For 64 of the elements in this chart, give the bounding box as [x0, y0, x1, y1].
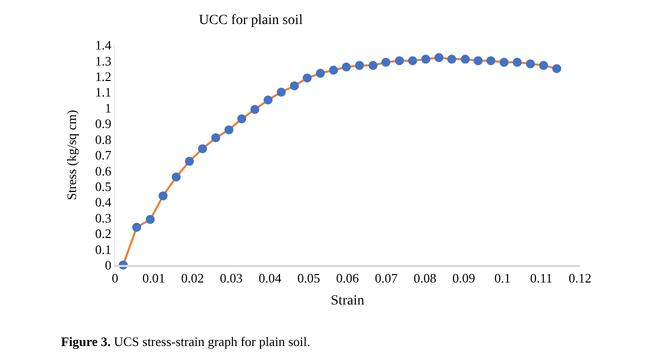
point — [460, 54, 470, 64]
point — [329, 66, 338, 75]
point — [500, 58, 509, 67]
caption: Figure 3. UCS stress-strain graph for plain soil. — [61, 334, 310, 349]
point — [276, 88, 286, 97]
x-tick-label: 0.01 — [142, 270, 166, 286]
y-axis-title: Stress (kg/sq cm) — [64, 110, 80, 200]
point — [237, 114, 246, 124]
y-tick-label: 0.2 — [95, 226, 112, 242]
point — [381, 58, 390, 67]
x-tick-label: 0.04 — [258, 270, 282, 286]
point — [421, 54, 430, 64]
y-tick-label: 1 — [104, 100, 112, 116]
point — [486, 56, 496, 66]
point — [552, 64, 562, 74]
point — [408, 56, 418, 66]
y-tick-label: 1.2 — [95, 68, 112, 84]
point — [158, 191, 168, 200]
point — [250, 104, 260, 114]
point — [368, 60, 378, 70]
point — [447, 54, 456, 64]
y-tick-label: 0.9 — [95, 116, 112, 132]
y-tick-label: 1.1 — [95, 84, 112, 100]
point — [526, 59, 535, 68]
y-tick-label: 0.8 — [95, 132, 112, 147]
x-tick-label: 0.05 — [297, 270, 320, 286]
x-tick-label: 0.12 — [568, 270, 592, 286]
point — [355, 60, 364, 70]
chart-title: UCC for plain soil — [198, 13, 303, 28]
point — [198, 144, 208, 154]
x-tick-label: 0.06 — [336, 270, 360, 286]
point — [316, 68, 325, 78]
x-tick-label: 0.07 — [374, 270, 398, 286]
y-tick-label: 0.4 — [95, 194, 112, 210]
point — [264, 96, 273, 104]
x-tick-label: 0.08 — [414, 270, 436, 286]
y-tick-label: 0.1 — [95, 242, 112, 257]
x-tick-label: 0.03 — [220, 270, 243, 286]
point — [184, 156, 194, 166]
point — [394, 56, 404, 66]
point — [342, 62, 351, 72]
y-tick-label: 1.4 — [95, 38, 112, 53]
point — [132, 222, 142, 232]
point — [434, 53, 444, 62]
y-tick-label: 0 — [104, 258, 112, 273]
y-tick-label: 0.5 — [95, 178, 112, 194]
x-tick-label: 0.11 — [530, 270, 552, 286]
point — [224, 125, 234, 134]
point — [512, 58, 522, 67]
y-tick-label: 0.3 — [95, 210, 112, 226]
point — [302, 74, 312, 82]
point — [146, 214, 155, 224]
y-tick-label: 1.3 — [95, 53, 112, 68]
x-axis-title: Strain — [330, 293, 364, 308]
x-tick-label: 0.1 — [494, 270, 511, 286]
point — [290, 81, 299, 90]
x-tick-label: 0.09 — [452, 270, 476, 286]
y-tick-label: 0.6 — [95, 163, 112, 178]
point — [172, 172, 181, 182]
x-tick-label: 0.02 — [181, 270, 204, 286]
point — [474, 56, 483, 66]
point — [539, 60, 548, 70]
point — [211, 133, 220, 142]
y-tick-label: 0.7 — [95, 148, 112, 163]
